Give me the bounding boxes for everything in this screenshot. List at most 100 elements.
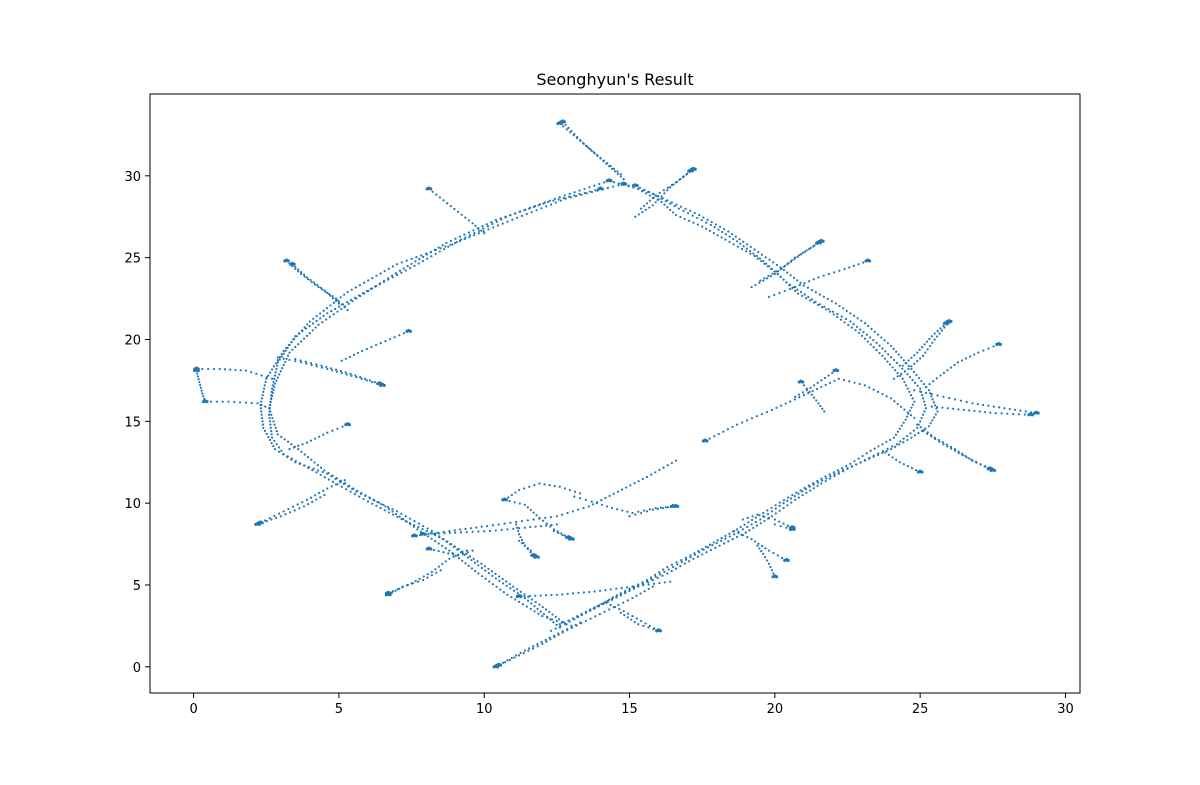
- data-point: [340, 303, 343, 306]
- data-point: [602, 601, 605, 605]
- data-point: [513, 501, 516, 504]
- data-point: [272, 365, 276, 368]
- data-point: [277, 450, 281, 453]
- data-point: [543, 483, 546, 486]
- data-point: [319, 473, 322, 476]
- data-point: [916, 423, 919, 426]
- data-point: [870, 327, 873, 330]
- data-point: [626, 612, 630, 615]
- data-point: [910, 367, 913, 371]
- data-point: [494, 577, 497, 580]
- data-point: [477, 229, 481, 232]
- data-point: [948, 396, 951, 400]
- data-point: [378, 382, 381, 385]
- data-point: [259, 407, 262, 410]
- data-point: [434, 532, 437, 535]
- data-point: [786, 504, 789, 507]
- data-point: [989, 411, 992, 414]
- data-point: [677, 207, 681, 210]
- data-point: [583, 187, 586, 191]
- data-point: [670, 461, 673, 465]
- data-point: [750, 417, 754, 420]
- data-point: [719, 539, 723, 542]
- data-point: [662, 189, 665, 192]
- data-point: [562, 120, 567, 124]
- data-point: [454, 531, 457, 534]
- data-point: [1003, 407, 1006, 410]
- data-point: [900, 356, 903, 359]
- data-point: [924, 351, 927, 354]
- data-point: [445, 540, 448, 543]
- data-point: [331, 480, 335, 483]
- data-point: [886, 342, 889, 345]
- data-point: [484, 569, 487, 572]
- data-point: [520, 538, 524, 542]
- data-point: [405, 520, 408, 523]
- data-point: [773, 293, 776, 297]
- data-point: [447, 245, 450, 248]
- data-point: [1029, 413, 1032, 416]
- data-point: [923, 403, 927, 407]
- data-point: [824, 475, 827, 478]
- data-point: [827, 374, 830, 377]
- data-point: [892, 377, 896, 380]
- data-point: [544, 516, 547, 519]
- data-point: [319, 317, 322, 320]
- data-point: [268, 407, 271, 410]
- data-point: [340, 485, 343, 488]
- data-point: [337, 300, 341, 303]
- data-point: [763, 277, 766, 280]
- data-point: [806, 286, 810, 289]
- data-point: [402, 332, 406, 335]
- data-point: [642, 584, 645, 587]
- data-point: [441, 562, 444, 566]
- data-point: [426, 573, 429, 576]
- data-point: [350, 288, 353, 291]
- data-point: [750, 286, 753, 289]
- data-point: [789, 400, 792, 403]
- data-point: [774, 575, 779, 579]
- data-point: [723, 228, 726, 231]
- data-point: [262, 390, 265, 393]
- data-point: [896, 402, 899, 406]
- data-point: [896, 375, 899, 378]
- data-point: [449, 239, 453, 242]
- data-point: [619, 593, 622, 596]
- data-point: [277, 446, 281, 449]
- data-point: [567, 126, 570, 130]
- data-point: [797, 492, 800, 495]
- data-point: [773, 518, 776, 521]
- data-point: [720, 536, 723, 540]
- data-point: [382, 279, 386, 282]
- data-point: [634, 184, 637, 187]
- data-point: [816, 481, 820, 484]
- data-point: [820, 477, 823, 480]
- data-point: [741, 518, 744, 521]
- data-point: [674, 214, 678, 217]
- data-point: [487, 228, 490, 231]
- data-point: [270, 430, 273, 433]
- data-point: [336, 427, 339, 430]
- data-point: [869, 343, 872, 346]
- data-point: [760, 260, 763, 263]
- data-point: [456, 554, 460, 557]
- data-point: [517, 600, 521, 603]
- data-point: [919, 387, 922, 390]
- data-point: [390, 274, 394, 277]
- data-point: [924, 385, 928, 389]
- data-point: [265, 432, 268, 436]
- data-point: [382, 383, 386, 387]
- data-point: [398, 334, 401, 337]
- data-point: [551, 613, 554, 616]
- data-point: [516, 592, 519, 595]
- data-point: [760, 544, 764, 548]
- data-point: [250, 401, 253, 405]
- data-point: [593, 590, 596, 593]
- data-point: [437, 542, 440, 545]
- data-point: [869, 449, 872, 452]
- y-tick-label: 15: [124, 415, 141, 430]
- data-point: [957, 451, 961, 455]
- data-point: [780, 267, 783, 270]
- data-point: [887, 453, 891, 456]
- data-point: [530, 598, 534, 601]
